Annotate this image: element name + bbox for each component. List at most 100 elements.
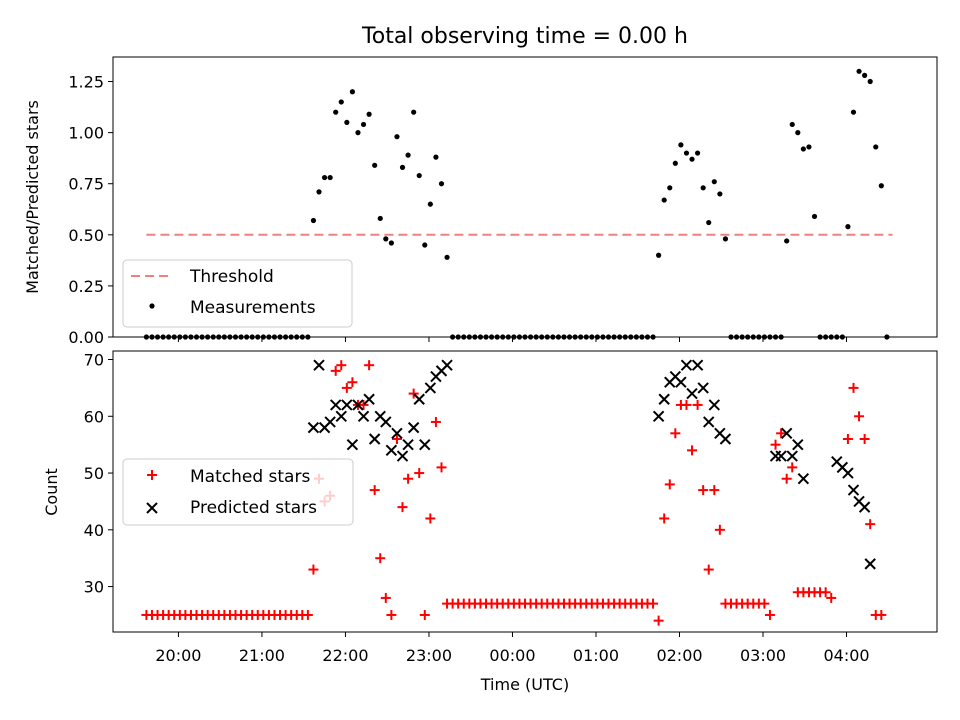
bottom-x-tick-label-7: 03:00 [740, 646, 786, 665]
bottom-y-tick-label-1: 40 [84, 521, 104, 540]
measurement-point-119 [806, 144, 812, 150]
measurement-point-94 [667, 185, 673, 191]
predicted-star-point-39 [775, 450, 787, 462]
measurements-legend-label: Measurements [190, 298, 316, 318]
chart-title: Total observing time = 0.00 h [361, 24, 688, 49]
predicted-star-point-11 [368, 433, 381, 445]
predicted-star-point-49 [858, 501, 871, 513]
matched-star-point-101 [703, 564, 714, 575]
predicted-star-point-24 [441, 359, 453, 371]
top-y-tick-label-0: 0.00 [68, 328, 104, 347]
matched-star-point-116 [787, 462, 798, 473]
top-plot-frame [112, 56, 938, 338]
measurement-point-37 [349, 89, 356, 95]
top-y-tick-label-3: 0.75 [68, 175, 104, 194]
matched-star-point-99 [692, 399, 703, 410]
predicted-star-point-13 [380, 416, 392, 428]
bottom-axis-ticks: 20:00 21:00 22:00 23:00 00:00 01:00 02:00 03:00… [84, 351, 870, 665]
measurement-point-40 [366, 111, 372, 117]
bottom-x-tick-label-4: 00:00 [489, 646, 535, 665]
bottom-plot-frame [112, 350, 938, 633]
measurement-point-96 [678, 142, 684, 148]
matched-star-point-29 [302, 609, 313, 620]
measurement-point-32 [321, 174, 328, 181]
matched-star-point-124 [842, 433, 853, 444]
predicted-star-point-4 [329, 399, 342, 411]
top-y-tick-label-5: 1.25 [68, 73, 104, 92]
predicted-star-point-5 [335, 410, 347, 422]
predicted-star-point-18 [407, 421, 420, 434]
matched-star-point-46 [397, 502, 408, 513]
matched-star-point-35 [336, 360, 347, 371]
measurement-point-35 [338, 99, 344, 105]
predicted-star-point-0 [307, 421, 320, 434]
predicted-star-point-30 [680, 359, 693, 371]
matched-star-point-49 [414, 468, 425, 479]
matched-star-point-44 [386, 609, 397, 620]
measurement-point-52 [433, 154, 439, 160]
matched-star-point-43 [380, 592, 391, 603]
measurement-point-117 [795, 130, 801, 136]
measurement-point-95 [672, 160, 678, 166]
measurement-point-33 [327, 174, 333, 181]
matched-star-point-94 [664, 479, 675, 490]
measurement-point-129 [862, 72, 868, 78]
predicted-star-point-9 [357, 410, 370, 422]
predicted-star-point-46 [842, 467, 854, 479]
measurement-point-54 [444, 254, 450, 260]
predicted-star-point-21 [424, 382, 437, 394]
measurement-point-130 [867, 78, 873, 85]
bottom-y-tick-label-2: 50 [84, 464, 104, 483]
bottom-x-tick-label-0: 20:00 [155, 646, 201, 665]
matched-star-point-47 [403, 473, 414, 484]
measurement-point-115 [784, 238, 790, 244]
matched-star-point-41 [369, 485, 380, 496]
predicted-star-point-47 [847, 484, 860, 496]
matched-star-point-95 [670, 428, 681, 439]
predicted-star-point-1 [313, 359, 325, 371]
predicted-star-point-40 [780, 427, 793, 440]
matched-star-point-103 [714, 524, 725, 535]
measurement-point-104 [722, 236, 729, 242]
top-y-tick-label-1: 0.25 [68, 277, 104, 296]
top-y-axis-label: Matched/Predicted stars [23, 100, 42, 294]
matched-star-point-45 [391, 433, 402, 444]
measurement-point-38 [355, 130, 361, 136]
measurement-point-34 [333, 109, 339, 115]
bottom-x-tick-label-1: 21:00 [239, 646, 285, 665]
predicted-star-point-3 [324, 416, 336, 428]
measurement-point-49 [416, 172, 422, 179]
top-axis-ticks: 0.00 0.25 0.50 0.75 1.00 1.25 [68, 73, 848, 347]
measurement-point-47 [405, 152, 411, 158]
matched-star-point-98 [687, 445, 698, 456]
predicted-star-point-29 [675, 376, 687, 388]
matched-star-point-40 [364, 360, 375, 371]
matched-star-point-91 [648, 598, 659, 609]
measurement-point-92 [656, 252, 662, 258]
measurement-point-100 [700, 185, 706, 191]
predicted-star-point-32 [691, 359, 704, 371]
predicted-star-point-37 [719, 433, 732, 445]
matched-star-point-42 [375, 553, 386, 564]
measurement-point-42 [377, 215, 383, 222]
measurement-point-120 [811, 213, 818, 220]
bottom-x-tick-label-3: 23:00 [406, 646, 452, 665]
top-legend-box [122, 259, 353, 328]
measurement-point-118 [800, 146, 806, 152]
matched-star-point-122 [820, 587, 831, 598]
bottom-legend-box [122, 458, 354, 526]
measurement-point-48 [411, 109, 417, 115]
matched-star-point-51 [425, 513, 436, 524]
measurement-point-98 [689, 156, 695, 162]
predicted-star-point-16 [396, 450, 409, 462]
measurement-point-50 [422, 242, 428, 248]
predicted-star-point-42 [792, 438, 804, 451]
measurement-point-97 [683, 150, 690, 156]
predicted-stars-legend-marker [146, 502, 158, 514]
top-legend: Threshold Measurements [122, 259, 353, 328]
predicted-star-point-17 [402, 438, 414, 451]
predicted-stars-legend-label: Predicted stars [190, 498, 317, 518]
predicted-star-point-10 [363, 393, 375, 405]
bottom-data-layer [141, 359, 887, 626]
matched-stars-legend-label: Matched stars [190, 467, 310, 487]
